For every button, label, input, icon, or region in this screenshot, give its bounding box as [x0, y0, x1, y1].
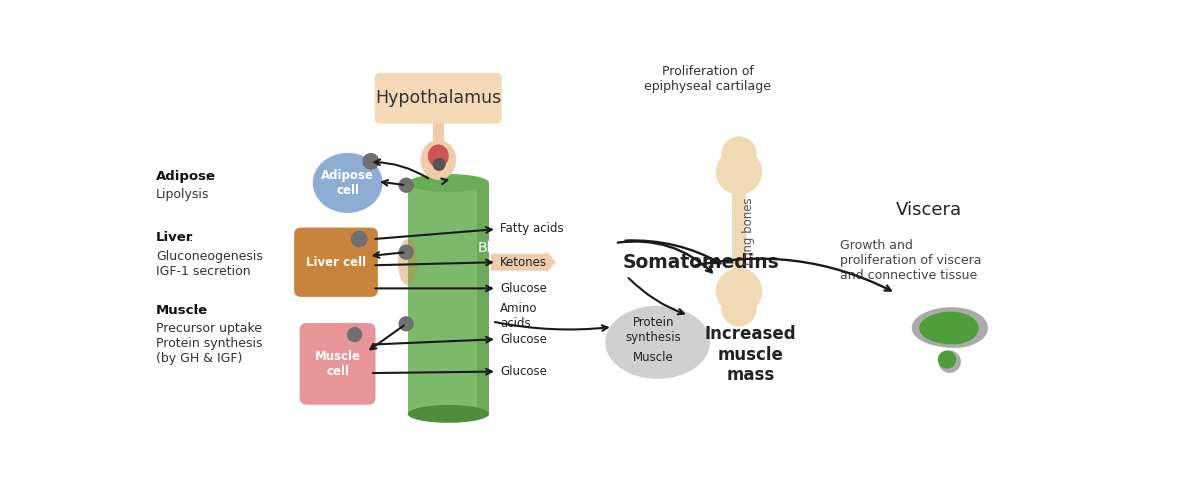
Ellipse shape	[408, 174, 490, 192]
Circle shape	[400, 317, 413, 331]
Text: Lipolysis: Lipolysis	[156, 188, 210, 201]
Circle shape	[400, 178, 413, 192]
FancyArrow shape	[491, 251, 556, 273]
Text: Muscle: Muscle	[634, 351, 674, 364]
Bar	[476, 183, 490, 414]
Text: Fatty acids: Fatty acids	[500, 222, 564, 235]
Polygon shape	[919, 311, 979, 344]
Text: Hypothalamus: Hypothalamus	[376, 89, 502, 107]
Ellipse shape	[313, 153, 383, 213]
Text: Increased
muscle
mass: Increased muscle mass	[704, 325, 797, 385]
Bar	[408, 183, 490, 414]
Text: Blood: Blood	[478, 240, 517, 255]
Ellipse shape	[408, 405, 490, 423]
Text: Somatomedins: Somatomedins	[623, 253, 780, 272]
Circle shape	[400, 245, 413, 259]
Circle shape	[940, 351, 960, 372]
FancyBboxPatch shape	[374, 73, 502, 123]
Text: Amino
acids: Amino acids	[500, 302, 538, 330]
Circle shape	[722, 137, 756, 171]
Text: Long bones: Long bones	[742, 198, 755, 265]
Polygon shape	[911, 306, 989, 349]
Text: Precursor uptake
Protein synthesis
(by GH & IGF): Precursor uptake Protein synthesis (by G…	[156, 322, 263, 365]
Text: Glucose: Glucose	[500, 333, 547, 346]
Text: Glucose: Glucose	[500, 282, 547, 295]
Text: Muscle
cell: Muscle cell	[314, 350, 360, 378]
Bar	[732, 172, 746, 291]
Text: Viscera: Viscera	[896, 201, 962, 219]
Circle shape	[348, 328, 361, 342]
Text: :: :	[188, 231, 193, 244]
Circle shape	[433, 159, 445, 170]
Text: Adipose: Adipose	[156, 170, 216, 183]
Text: Muscle: Muscle	[156, 304, 209, 317]
Text: Liver: Liver	[156, 231, 193, 244]
Bar	[433, 116, 444, 143]
Text: Glucose: Glucose	[500, 365, 547, 378]
Text: Proliferation of
epiphyseal cartilage: Proliferation of epiphyseal cartilage	[644, 65, 772, 93]
Circle shape	[716, 269, 762, 313]
Circle shape	[722, 292, 756, 326]
Circle shape	[352, 231, 367, 247]
Text: Gluconeogenesis
IGF-1 secretion: Gluconeogenesis IGF-1 secretion	[156, 250, 263, 278]
Text: Adipose
cell: Adipose cell	[322, 169, 374, 197]
Ellipse shape	[420, 140, 456, 180]
Text: Protein
synthesis: Protein synthesis	[626, 316, 682, 344]
Text: :: :	[204, 170, 209, 183]
Ellipse shape	[428, 145, 449, 167]
Text: :: :	[194, 304, 199, 317]
Circle shape	[716, 149, 762, 194]
Circle shape	[364, 154, 379, 169]
Circle shape	[938, 351, 955, 368]
FancyBboxPatch shape	[300, 323, 376, 405]
Ellipse shape	[605, 306, 710, 379]
Ellipse shape	[398, 239, 418, 285]
Text: Liver cell: Liver cell	[306, 256, 366, 269]
FancyBboxPatch shape	[294, 228, 378, 297]
Text: Ketones: Ketones	[500, 256, 547, 269]
Text: Growth and
proliferation of viscera
and connective tissue: Growth and proliferation of viscera and …	[840, 239, 982, 282]
